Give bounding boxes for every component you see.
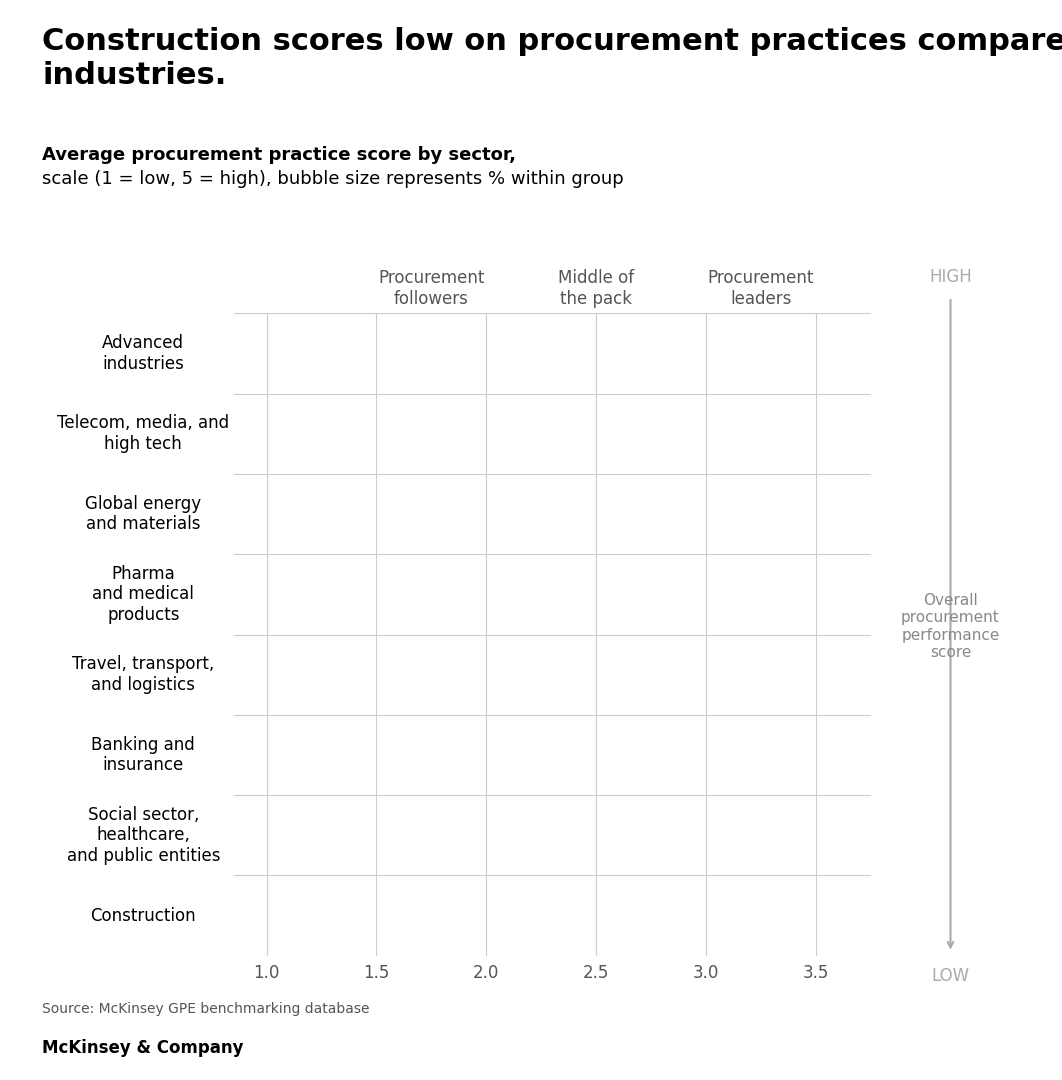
Text: scale (1 = low, 5 = high), bubble size represents % within group: scale (1 = low, 5 = high), bubble size r… [42, 170, 624, 188]
Text: Middle of
the pack: Middle of the pack [559, 269, 634, 308]
Text: Procurement
leaders: Procurement leaders [707, 269, 815, 308]
Text: HIGH: HIGH [929, 268, 972, 286]
Text: LOW: LOW [931, 967, 970, 985]
Text: Average procurement practice score by sector,: Average procurement practice score by se… [42, 146, 516, 164]
Text: Procurement
followers: Procurement followers [378, 269, 484, 308]
Text: Source: McKinsey GPE benchmarking database: Source: McKinsey GPE benchmarking databa… [42, 1002, 370, 1016]
Text: Construction scores low on procurement practices compared with other
industries.: Construction scores low on procurement p… [42, 27, 1062, 90]
Text: Overall
procurement
performance
score: Overall procurement performance score [902, 593, 999, 660]
Text: McKinsey & Company: McKinsey & Company [42, 1039, 244, 1057]
